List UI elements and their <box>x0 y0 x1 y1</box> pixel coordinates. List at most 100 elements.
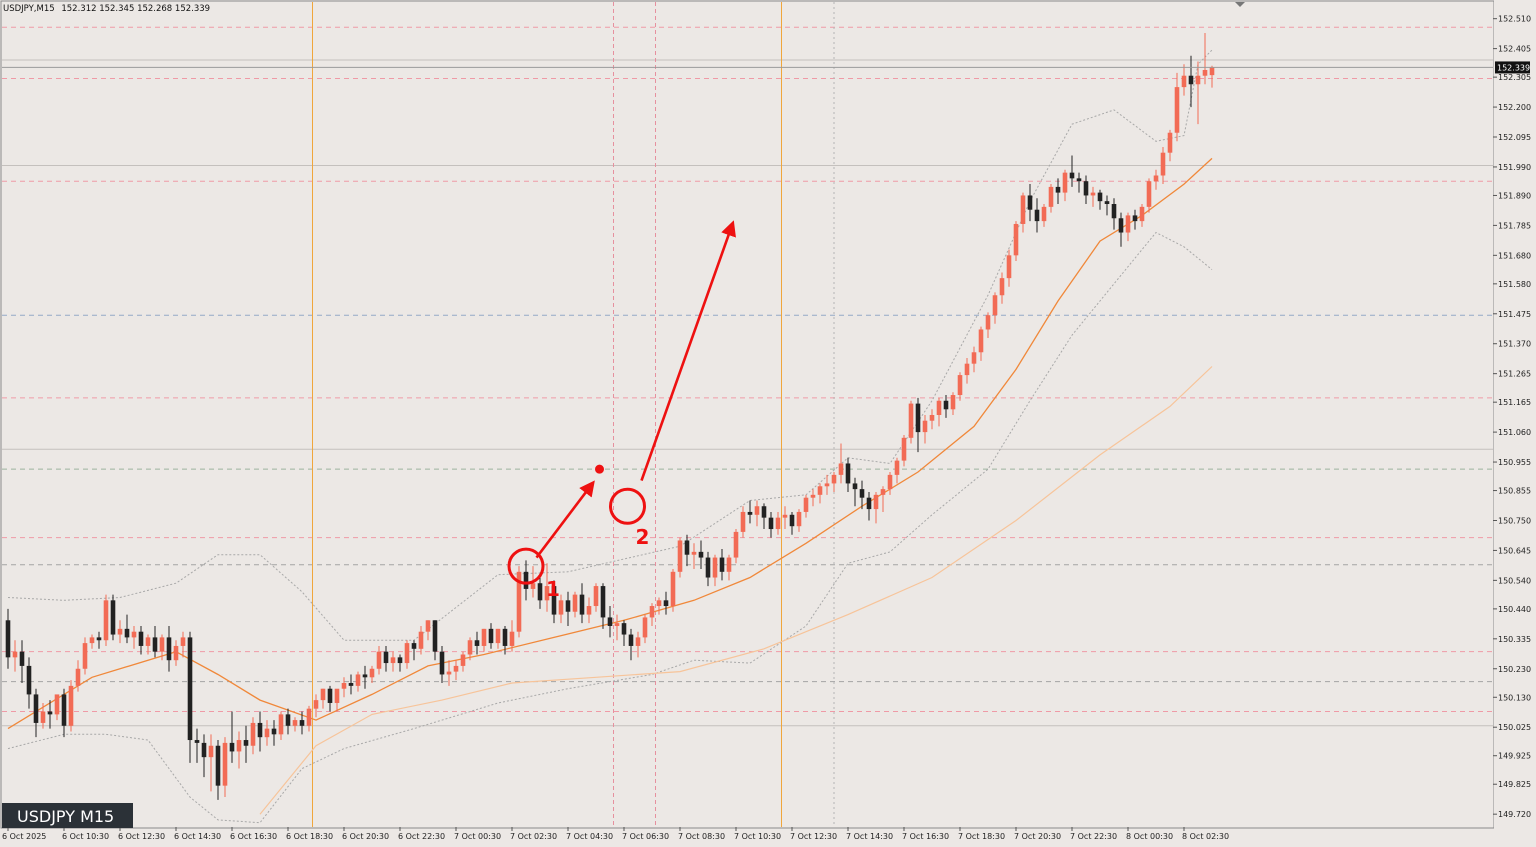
candle <box>131 625 137 649</box>
candle <box>754 500 760 527</box>
candle <box>1006 249 1012 287</box>
candle <box>425 620 431 641</box>
highlight-label: 2 <box>636 525 650 549</box>
candle-body <box>579 594 585 615</box>
candle-body <box>929 415 935 421</box>
candle-body <box>103 600 109 641</box>
candle <box>502 625 508 655</box>
candle-body <box>887 474 893 490</box>
candle <box>264 720 270 746</box>
candle-body <box>1027 195 1033 210</box>
vertical-markers <box>312 2 835 827</box>
candle <box>1097 189 1103 210</box>
candle-body <box>635 637 641 646</box>
price-tick-label: 150.440 <box>1498 605 1531 614</box>
candle-body <box>33 694 39 723</box>
candle <box>481 628 487 652</box>
candle-body <box>208 745 214 758</box>
candle <box>488 623 494 649</box>
candle-body <box>180 637 186 646</box>
candle-body <box>845 463 851 484</box>
candle <box>677 537 683 578</box>
candle <box>817 483 823 504</box>
candle-body <box>271 728 277 735</box>
candle-body <box>663 600 669 607</box>
candle <box>327 685 333 712</box>
candle-body <box>922 420 928 433</box>
candle <box>873 491 879 524</box>
candle-body <box>740 511 746 532</box>
candle <box>845 457 851 492</box>
price-tick-label: 150.230 <box>1498 665 1531 674</box>
candle <box>1181 64 1187 96</box>
candle-body <box>222 742 228 786</box>
candle <box>1027 184 1033 222</box>
candle <box>1139 204 1145 227</box>
candle-body <box>677 540 683 572</box>
candle <box>453 660 459 681</box>
candle-body <box>355 674 361 686</box>
candle <box>369 665 375 684</box>
candle-body <box>5 620 11 658</box>
candle <box>649 603 655 626</box>
candle <box>1202 32 1208 85</box>
candle <box>929 409 935 430</box>
candle-body <box>460 654 466 666</box>
candle <box>1013 221 1019 262</box>
scroll-shift-icon[interactable] <box>1235 2 1245 7</box>
candle-body <box>901 437 907 461</box>
candle-body <box>768 517 774 530</box>
candle <box>922 415 928 444</box>
candle-body <box>957 375 963 396</box>
candle <box>1195 61 1201 125</box>
candle-body <box>404 643 410 664</box>
candle <box>341 677 347 698</box>
candle-body <box>138 631 144 646</box>
candle-body <box>376 651 382 669</box>
candle <box>250 717 256 755</box>
candle-body <box>600 586 606 618</box>
highlight-circle <box>507 547 545 585</box>
candle-body <box>894 460 900 475</box>
candle-body <box>670 571 676 607</box>
candle <box>908 400 914 444</box>
candle-body <box>432 620 438 652</box>
price-tick-label: 150.750 <box>1498 516 1531 525</box>
time-axis[interactable]: 6 Oct 2025 6 Oct 10:30 6 Oct 12:30 6 Oct 14… <box>2 827 1229 841</box>
time-tick-label: 7 Oct 12:30 <box>790 832 837 841</box>
candle-body <box>453 665 459 672</box>
candle <box>1174 72 1180 142</box>
candle-body <box>544 586 550 601</box>
candle <box>12 640 18 672</box>
candle <box>782 506 788 530</box>
candle-body <box>1146 181 1152 207</box>
candle <box>824 474 830 495</box>
candle <box>950 392 956 415</box>
horizontal-levels <box>2 26 1493 727</box>
candle-body <box>278 714 284 735</box>
candle <box>733 529 739 564</box>
candle-body <box>936 400 942 415</box>
candle <box>1104 195 1110 216</box>
candle <box>544 563 550 612</box>
entry-dot <box>595 464 604 474</box>
candle <box>1062 169 1068 202</box>
candle <box>1111 198 1117 230</box>
time-tick-label: 6 Oct 22:30 <box>398 832 445 841</box>
candle-body <box>1153 175 1159 182</box>
candle <box>978 326 984 361</box>
candle <box>831 472 837 492</box>
candle <box>26 657 32 709</box>
candle-body <box>642 617 648 638</box>
candle <box>614 614 620 641</box>
candle <box>1048 184 1054 213</box>
candle <box>404 640 410 669</box>
time-tick-label: 7 Oct 00:30 <box>454 832 501 841</box>
candlesticks <box>5 32 1215 800</box>
candle <box>593 583 599 612</box>
candle-body <box>1069 172 1075 179</box>
time-tick-label: 6 Oct 10:30 <box>62 832 109 841</box>
